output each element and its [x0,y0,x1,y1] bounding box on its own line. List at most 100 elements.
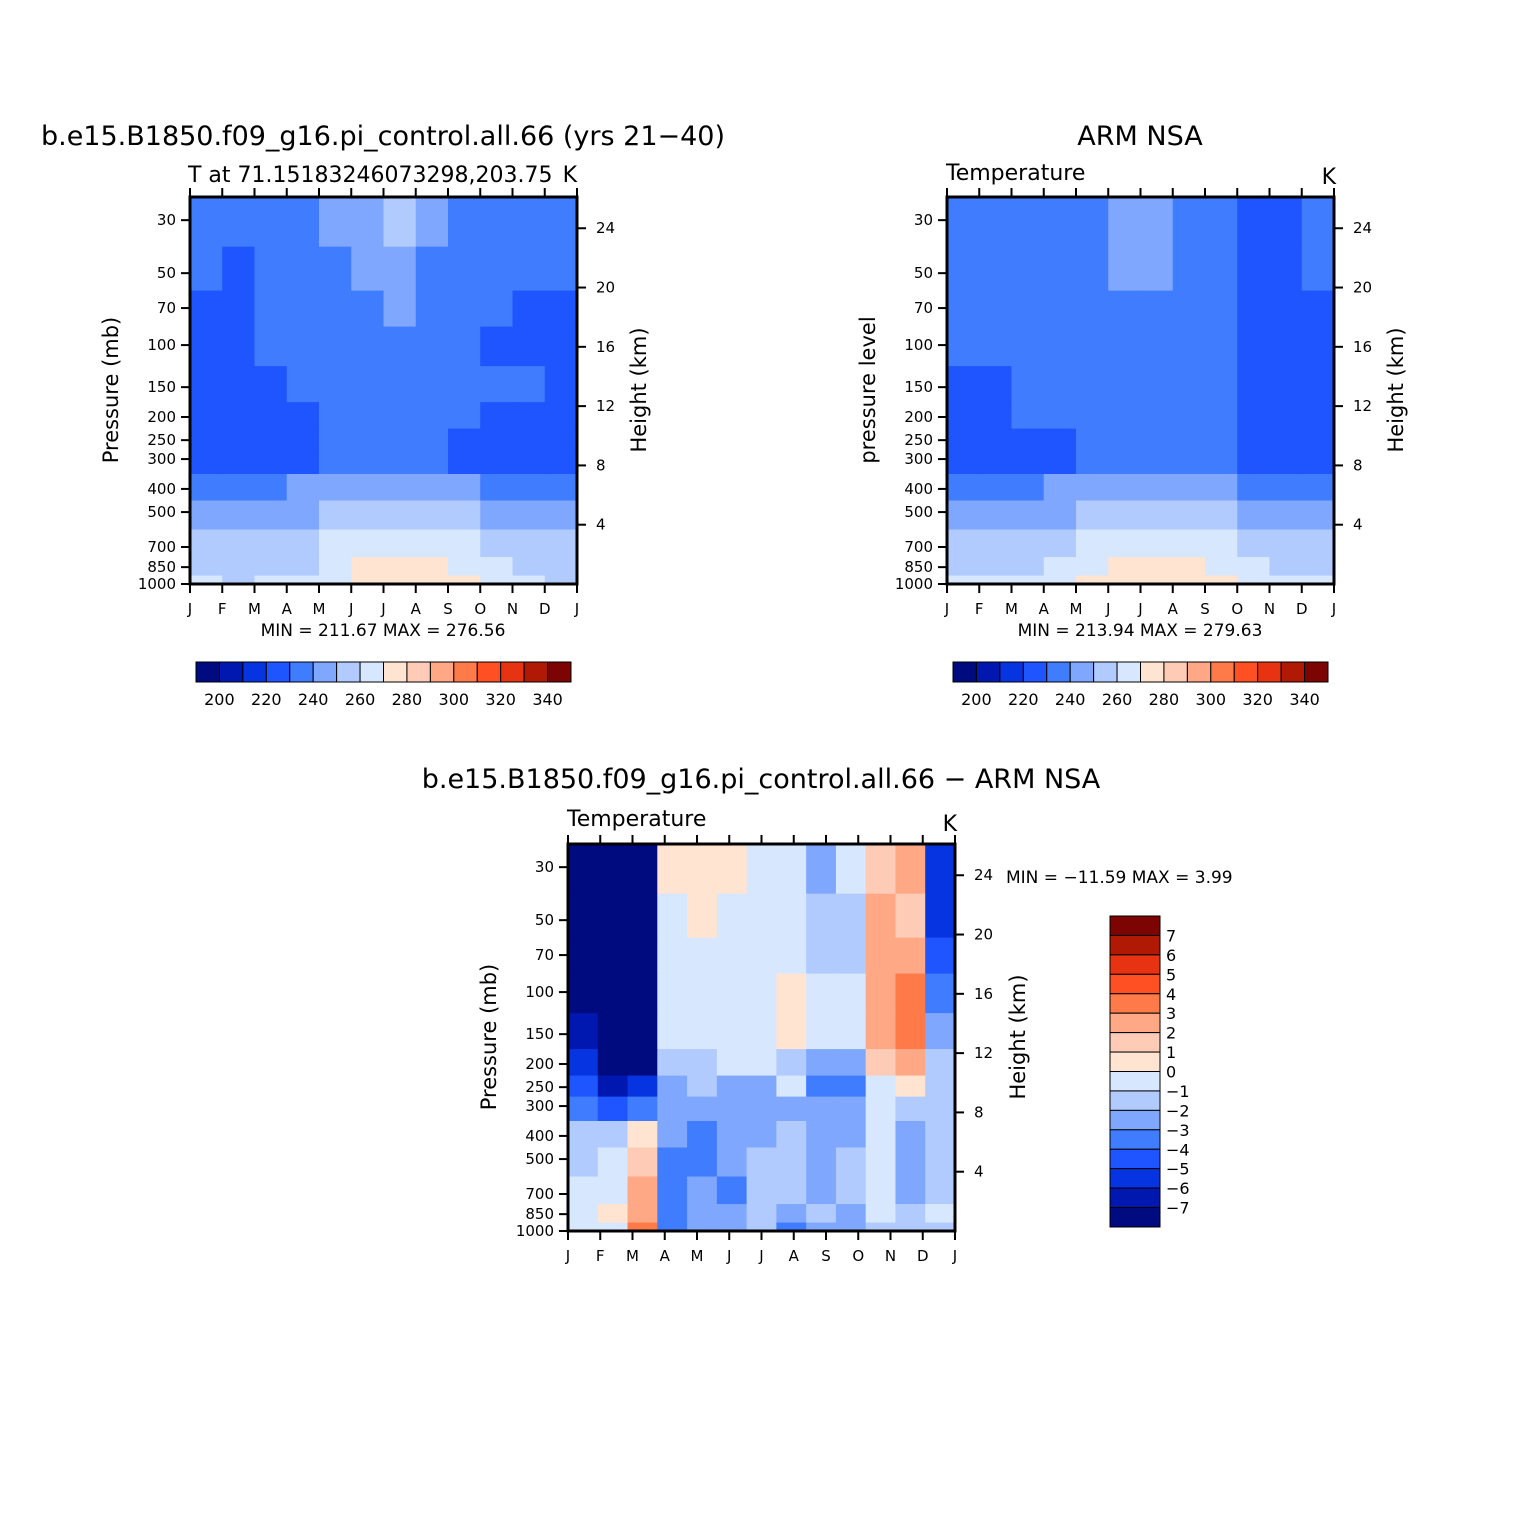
contour-cell [1140,366,1174,403]
contour-cell [480,428,514,451]
contour-cell [383,557,417,577]
colorbar-box [1093,661,1118,683]
contour-cell [895,1049,926,1077]
contour-cell [1301,366,1335,403]
contour-cell [351,366,385,403]
colorbar-box [1109,1148,1161,1170]
contour-cell [1205,428,1238,451]
y-tick-label: 150 [147,378,176,396]
contour-cell [947,366,980,403]
contour-cell [1172,366,1206,403]
contour-cell [190,366,223,403]
contour-cell [687,1147,718,1178]
contour-cell [415,575,449,585]
colorbar-box [1140,661,1165,683]
contour-cell [1269,366,1303,403]
contour-cell [776,1204,807,1224]
contour-cell [1076,474,1109,502]
y-tick-label: 700 [147,538,176,556]
contour-cell [895,893,926,939]
y-tick-label: 100 [904,336,933,354]
contour-cell [865,973,897,1014]
x-tick-label: J [1331,600,1336,618]
x-tick-label: J [574,600,579,618]
y-tick-label: 250 [147,431,176,449]
colorbar-label: 260 [1102,690,1133,709]
contour-cell [319,500,352,531]
contour-cell [351,246,385,292]
y-tick-label: 400 [147,480,176,498]
contour-cell [835,1049,867,1077]
y-tick-label: 200 [147,408,176,426]
colorbar-box [1109,1032,1161,1053]
contour-cell [627,1222,658,1232]
contour-cell [597,1204,629,1224]
contour-cell [568,1049,599,1077]
contour-cell [597,1075,629,1098]
contour-cell [1076,449,1109,475]
contour-cell [1172,474,1206,502]
contour-cell [568,1176,599,1205]
y-tick-label: 250 [904,431,933,449]
contour-cell [512,500,546,531]
colorbar-label: −3 [1166,1121,1190,1140]
colorbar-label: 220 [251,690,282,709]
right-y-tick-label: 24 [1353,219,1372,237]
contour-cell [1108,557,1142,577]
contour-cell [947,246,980,292]
contour-cell [597,1096,629,1122]
colorbar-box [242,661,267,683]
contour-cell [1108,326,1142,367]
y-tick-label: 300 [904,450,933,468]
contour-cell [687,844,718,895]
contour-cell [480,402,514,430]
observed-temperature-panel: ARM NSA Temperature K J F M A M J J A S O N D J 30 50 7… [856,121,1408,709]
contour-cell [544,197,578,248]
contour-cell [544,449,578,475]
x-tick-label: N [1264,600,1275,618]
contour-cell [1301,474,1335,502]
colorbar-label: 320 [1242,690,1273,709]
colorbar-box [1109,1207,1161,1228]
contour-cell [776,1096,807,1122]
contour-cell [806,1049,837,1077]
y-tick-label: 30 [535,858,554,876]
contour-cell [1043,246,1077,292]
contour-cell [1205,402,1238,430]
contour-cell [319,366,352,403]
contour-cell [947,529,980,558]
contour-cell [895,1222,926,1232]
contour-cell [1205,575,1238,585]
panel1-min-max: MIN = 211.67 MAX = 276.56 [261,621,506,641]
colorbar-label: −2 [1166,1101,1190,1120]
contour-cell [286,557,320,577]
contour-cell [568,1121,599,1149]
contour-cell [627,1075,658,1098]
contour-cell [568,893,599,939]
contour-cell [1076,529,1109,558]
contour-cell [1205,366,1238,403]
y-tick-label: 850 [147,558,176,576]
contour-cell [1043,326,1077,367]
contour-cell [1205,197,1238,248]
contour-cell [1205,474,1238,502]
right-y-tick-label: 16 [596,338,615,356]
contour-cell [1108,474,1142,502]
y-tick-label: 1000 [895,575,933,593]
panel2-min-max: MIN = 213.94 MAX = 279.63 [1018,621,1263,641]
contour-cell [716,937,748,975]
contour-cell [1237,290,1271,328]
contour-cell [687,1204,718,1224]
y-tick-label: 50 [535,911,554,929]
contour-cell [895,1176,926,1205]
contour-cell [222,449,256,475]
contour-cell [746,973,777,1014]
contour-cell [254,366,288,403]
contour-cell [806,1013,837,1050]
y-tick-label: 250 [525,1078,554,1096]
contour-cell [1140,575,1174,585]
contour-cell [925,1222,956,1232]
contour-cell [1237,474,1271,502]
contour-cell [1172,402,1206,430]
